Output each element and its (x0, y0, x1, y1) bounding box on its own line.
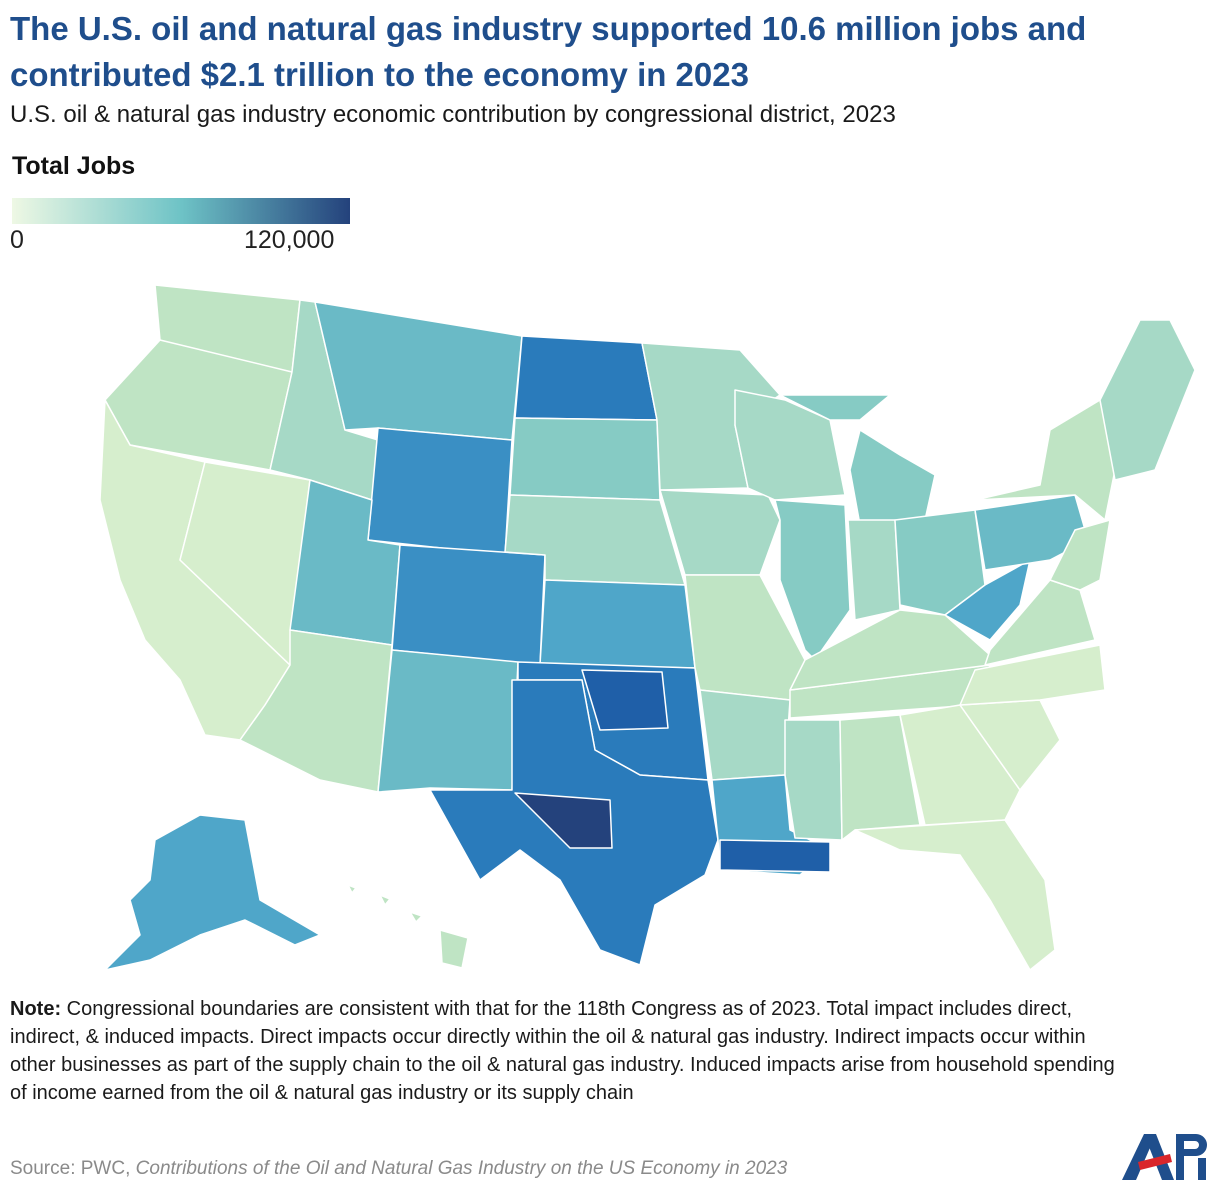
note-label: Note: (10, 998, 62, 1020)
legend-max-label: 120,000 (244, 226, 335, 254)
region-oregon (104, 339, 293, 471)
legend-min-label: 0 (10, 226, 24, 254)
region-new-mexico (377, 649, 519, 793)
region-virginia (984, 579, 1096, 666)
source-prefix: Source: PWC, (10, 1158, 136, 1179)
region-louisiana-coast (719, 839, 831, 873)
legend-title: Total Jobs (12, 152, 136, 180)
region-colorado (391, 544, 546, 666)
region-alaska (104, 814, 321, 971)
api-logo (1122, 1134, 1207, 1180)
region-mid-atlantic (1049, 519, 1111, 591)
region-hawaii (347, 884, 469, 969)
region-illinois (774, 499, 851, 661)
chart-subtitle: U.S. oil & natural gas industry economic… (10, 101, 896, 128)
region-georgia (899, 704, 1021, 826)
chart-title: The U.S. oil and natural gas industry su… (10, 10, 1087, 93)
region-montana (314, 301, 523, 441)
region-south-dakota (509, 417, 661, 501)
region-texas-permian (514, 792, 613, 849)
us-choropleth-map (99, 284, 1196, 971)
legend-color-bar (12, 198, 350, 224)
region-iowa (659, 489, 781, 576)
region-oklahoma-central (581, 669, 669, 731)
region-florida (854, 819, 1056, 971)
source-title: Contributions of the Oil and Natural Gas… (135, 1158, 788, 1179)
note-body: Congressional boundaries are consistent … (10, 998, 1115, 1104)
region-wisconsin (734, 389, 846, 501)
region-west-virginia (944, 559, 1031, 641)
region-indiana (847, 519, 901, 621)
region-north-dakota (514, 335, 658, 421)
region-north-carolina (959, 644, 1106, 706)
source-line: Source: PWC, Contributions of the Oil an… (10, 1158, 787, 1180)
region-kansas (539, 579, 696, 669)
region-new-england (1099, 319, 1196, 481)
region-mississippi (784, 719, 843, 841)
note-text: Note: Congressional boundaries are consi… (10, 995, 1120, 1107)
region-wyoming (367, 427, 513, 556)
region-arkansas (699, 689, 791, 781)
